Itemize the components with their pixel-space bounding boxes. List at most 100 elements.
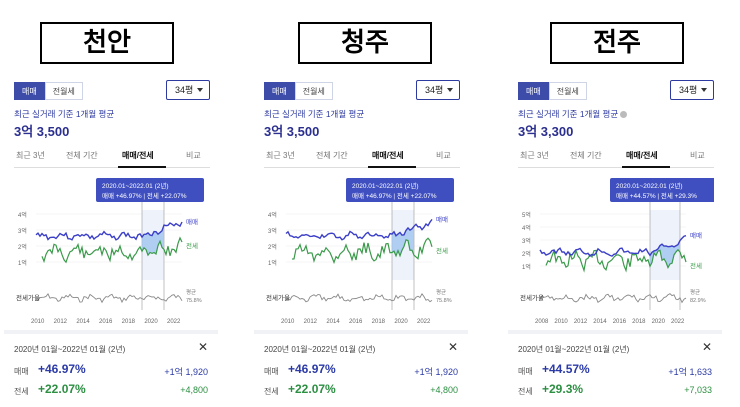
trade-type-toggle: 매매 전월세 bbox=[14, 82, 83, 100]
segment-sale[interactable]: 매매 bbox=[518, 82, 549, 100]
segment-sale[interactable]: 매매 bbox=[14, 82, 45, 100]
jeonse-ratio-line bbox=[285, 292, 433, 303]
tooltip-period: 2020.01~2022.01 (2년) bbox=[352, 181, 419, 190]
pyeong-select[interactable]: 34평 bbox=[670, 80, 714, 100]
sale-label: 매매 bbox=[518, 367, 533, 376]
y-tick-label: 5억 bbox=[522, 211, 531, 219]
info-icon[interactable] bbox=[620, 111, 628, 119]
ratio-axis-label: 전세가율 bbox=[266, 293, 290, 302]
ratio-axis-label: 전세가율 bbox=[520, 293, 544, 302]
y-tick-label: 1억 bbox=[268, 259, 277, 267]
divider bbox=[254, 330, 468, 334]
tab-compare[interactable]: 비교 bbox=[436, 151, 451, 160]
y-tick-label: 1억 bbox=[522, 263, 531, 271]
ratio-label: 평균 bbox=[436, 289, 446, 296]
x-tick-label: 2014 bbox=[326, 319, 340, 325]
x-tick-label: 2018 bbox=[372, 319, 386, 325]
jeonse-label: 전세 bbox=[518, 387, 533, 396]
tooltip-period: 2020.01~2022.01 (2년) bbox=[102, 181, 169, 190]
period-tabs: 최근 3년 전체 기간 매매/전세 비교 bbox=[14, 146, 210, 168]
sale-change-amount: +1억 1,633 bbox=[668, 367, 712, 377]
average-price: 3억 3,500 bbox=[14, 124, 70, 139]
tab-underline bbox=[118, 166, 166, 168]
y-tick-label: 2억 bbox=[522, 250, 531, 258]
x-tick-label: 2018 bbox=[122, 319, 136, 325]
tab-recent-3y[interactable]: 최근 3년 bbox=[266, 151, 295, 160]
tab-recent-3y[interactable]: 최근 3년 bbox=[520, 151, 549, 160]
pyeong-select[interactable]: 34평 bbox=[416, 80, 460, 100]
segment-rent[interactable]: 전월세 bbox=[548, 82, 587, 100]
tab-sale-jeonse[interactable]: 매매/전세 bbox=[626, 151, 658, 160]
city-title: 천안 bbox=[40, 22, 174, 64]
jeonse-label: 전세 bbox=[14, 387, 29, 396]
x-tick-label: 2012 bbox=[54, 319, 68, 325]
x-tick-label: 2016 bbox=[349, 319, 363, 325]
ratio-value: 75.8% bbox=[186, 298, 202, 304]
pyeong-select[interactable]: 34평 bbox=[166, 80, 210, 100]
divider bbox=[4, 330, 218, 334]
x-tick-label: 2014 bbox=[593, 319, 607, 325]
y-tick-label: 2억 bbox=[268, 243, 277, 251]
segment-rent[interactable]: 전월세 bbox=[44, 82, 83, 100]
close-icon[interactable]: ✕ bbox=[197, 340, 208, 354]
summary-period: 2020년 01월~2022년 01월 (2년) bbox=[14, 345, 126, 354]
close-icon[interactable]: ✕ bbox=[447, 340, 458, 354]
jeonse-ratio-line bbox=[35, 293, 183, 304]
average-price: 3억 3,500 bbox=[264, 124, 320, 139]
sale-price-line bbox=[285, 218, 433, 241]
sale-change-pct: +46.97% bbox=[38, 362, 86, 376]
range-tooltip bbox=[346, 178, 454, 202]
jeonse-change-pct: +22.07% bbox=[38, 382, 86, 396]
x-tick-label: 2020 bbox=[144, 319, 158, 325]
summary-sale-row: 매매 +46.97% +1억 1,920 bbox=[264, 362, 460, 380]
x-tick-label: 2012 bbox=[304, 319, 318, 325]
tab-sale-jeonse[interactable]: 매매/전세 bbox=[372, 151, 404, 160]
tab-sale-jeonse[interactable]: 매매/전세 bbox=[122, 151, 154, 160]
x-tick-label: 2020 bbox=[652, 319, 666, 325]
tooltip-change: 매매 +44.57% | 전세 +29.3% bbox=[616, 191, 697, 200]
ratio-value: 75.8% bbox=[436, 298, 452, 304]
tab-all-period[interactable]: 전체 기간 bbox=[66, 151, 98, 160]
trade-type-toggle: 매매 전월세 bbox=[264, 82, 333, 100]
tab-recent-3y[interactable]: 최근 3년 bbox=[16, 151, 45, 160]
subtitle-text: 최근 실거래 기준 1개월 평균 bbox=[518, 109, 619, 119]
segment-sale[interactable]: 매매 bbox=[264, 82, 295, 100]
y-tick-label: 4억 bbox=[522, 224, 531, 232]
jeonse-change-pct: +22.07% bbox=[288, 382, 336, 396]
jeonse-price-line bbox=[291, 237, 433, 265]
legend-sale: 매매 bbox=[186, 218, 198, 226]
y-tick-label: 3억 bbox=[18, 227, 27, 235]
tooltip-change: 매매 +46.97% | 전세 +22.07% bbox=[352, 191, 437, 200]
jeonse-change-amount: +4,800 bbox=[180, 385, 208, 395]
legend-jeonse: 전세 bbox=[186, 241, 198, 250]
panel-cheonan: 천안 매매 전월세 34평 최근 실거래 기준 1개월 평균 3억 3,500 … bbox=[4, 8, 218, 400]
ratio-axis-label: 전세가율 bbox=[16, 293, 40, 302]
x-tick-label: 2018 bbox=[632, 319, 646, 325]
tab-compare[interactable]: 비교 bbox=[186, 151, 201, 160]
gap-fill bbox=[142, 225, 164, 256]
tab-all-period[interactable]: 전체 기간 bbox=[570, 151, 602, 160]
sale-price-line bbox=[539, 235, 687, 257]
legend-sale: 매매 bbox=[436, 215, 448, 223]
y-tick-label: 4억 bbox=[18, 211, 27, 219]
jeonse-price-line bbox=[545, 248, 687, 273]
tab-compare[interactable]: 비교 bbox=[690, 151, 705, 160]
jeonse-change-amount: +7,033 bbox=[684, 385, 712, 395]
price-subtitle: 최근 실거래 기준 1개월 평균 bbox=[264, 109, 365, 119]
average-price: 3억 3,300 bbox=[518, 124, 574, 139]
tab-underline bbox=[622, 166, 670, 168]
ratio-value: 82.9% bbox=[690, 298, 706, 304]
x-tick-label: 2022 bbox=[167, 319, 181, 325]
summary-sale-row: 매매 +46.97% +1억 1,920 bbox=[14, 362, 210, 380]
x-tick-label: 2020 bbox=[394, 319, 408, 325]
divider bbox=[508, 330, 722, 334]
close-icon[interactable]: ✕ bbox=[701, 340, 712, 354]
y-tick-label: 1억 bbox=[18, 259, 27, 267]
tab-all-period[interactable]: 전체 기간 bbox=[316, 151, 348, 160]
segment-rent[interactable]: 전월세 bbox=[294, 82, 333, 100]
jeonse-label: 전세 bbox=[264, 387, 279, 396]
x-tick-label: 2010 bbox=[31, 319, 45, 325]
x-tick-label: 2022 bbox=[417, 319, 431, 325]
range-tooltip bbox=[96, 178, 204, 202]
